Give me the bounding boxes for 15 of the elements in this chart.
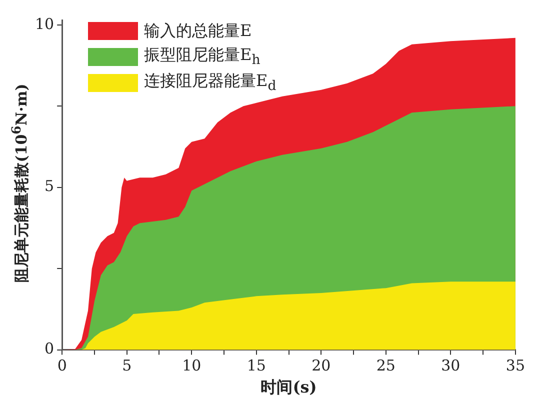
x-tick-label: 15 — [246, 356, 266, 375]
legend-label: 振型阻尼能量E$_{h}$ — [144, 45, 260, 69]
y-tick-label: 5 — [44, 177, 54, 196]
x-tick-label: 25 — [376, 356, 396, 375]
y-tick-label: 10 — [34, 14, 54, 33]
y-tick-label: 0 — [44, 340, 54, 358]
x-tick-label: 30 — [441, 356, 460, 375]
legend-label: 输入的总能量E — [144, 20, 252, 42]
x-tick-label: 35 — [506, 356, 526, 375]
x-tick-label: 10 — [182, 356, 202, 375]
x-tick-label: 0 — [57, 356, 67, 375]
legend-label: 连接阻尼器能量E$_{d}$ — [144, 71, 276, 95]
x-tick-label: 20 — [312, 356, 331, 375]
x-axis-title: 时间(s) — [260, 378, 317, 397]
x-tick-label: 5 — [122, 356, 132, 375]
